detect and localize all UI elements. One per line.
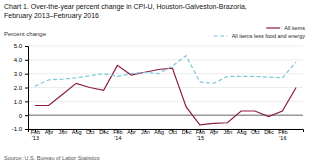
y-tick-label: 0 [19,113,23,119]
y-tick-label: 2.0 [14,85,23,91]
x-tick-label: Feb'13 [31,129,40,141]
y-axis-line [25,47,29,130]
y-tick: 0 [19,113,28,119]
y-tick-mark [25,46,28,47]
chart: Chart 1. Over-the-year percent change in… [0,0,309,163]
x-tick-label: Jun [58,129,67,135]
x-tick: Apr [210,129,219,135]
y-tick-mark [25,74,28,75]
x-tick-label: Jun [223,129,232,135]
y-tick: -1.0 [12,126,28,132]
x-tick: Feb'14 [113,129,122,141]
x-tick: Aug [154,129,164,135]
grid [28,46,303,129]
y-tick-mark [25,88,28,89]
legend: All items All items less food and energy [214,25,306,39]
legend-label: All items less food and energy [232,33,306,39]
x-tick: Jun [223,129,232,135]
x-tick: Apr [45,129,54,135]
y-label: Percent change [4,31,47,37]
y-tick-label: 3.0 [14,71,23,77]
lines [35,56,296,125]
x-axis: Feb'13 Apr Jun Aug Oct Dec Feb'14 Apr Jun Aug Oct D… [29,129,304,141]
x-tick-label: Jun [141,129,150,135]
y-tick-label: 5.0 [14,43,23,49]
y-tick-label: -1.0 [12,126,23,132]
x-tick: Aug [72,129,82,135]
series-line [35,65,296,124]
x-tick-label: Feb'16 [278,129,287,141]
y-tick-label: 4.0 [14,57,23,63]
grid-line [28,46,303,47]
x-tick: Dec [99,129,109,135]
x-tick: Dec [264,129,274,135]
x-tick-label: Apr [210,129,219,135]
x-tick-label: Dec [182,129,192,135]
x-tick-label: Dec [264,129,274,135]
legend-item: All items less food and energy [214,33,306,39]
y-tick-mark [25,129,28,130]
plot: -1.0 0 1.0 2.0 3.0 4.0 5.0 Feb'13 Apr Jun Aug Oct De… [12,43,304,140]
x-tick: Feb'15 [196,129,205,141]
grid-line [28,115,303,116]
grid-line [28,101,303,102]
y-axis: -1.0 0 1.0 2.0 3.0 4.0 5.0 [12,43,29,132]
y-tick-mark [25,60,28,61]
x-tick-label: Oct [169,129,178,135]
subtitle: February 2013–February 2016 [4,12,99,20]
title: Chart 1. Over-the-year percent change in… [4,3,247,11]
x-tick-label: Oct [251,129,260,135]
legend-swatch [214,35,228,36]
x-tick-label: Apr [127,129,136,135]
x-tick: Aug [237,129,247,135]
x-tick-label: Dec [99,129,109,135]
legend-label: All items [284,25,305,31]
x-axis-line [29,130,304,133]
y-tick-mark [25,115,28,116]
y-tick: 2.0 [14,85,28,91]
grid-line [28,73,303,74]
x-tick-label: Oct [86,129,95,135]
x-tick-label: Aug [154,129,164,135]
grid-line [28,59,303,60]
y-tick-label: 1.0 [14,99,23,105]
x-tick: Feb'13 [31,129,40,141]
legend-item: All items [266,25,305,31]
source: Source: U.S. Bureau of Labor Statistics [4,155,100,161]
x-tick-label: Apr [45,129,54,135]
y-tick: 5.0 [14,43,28,49]
grid-line [28,87,303,88]
x-tick: Oct [86,129,95,135]
y-tick: 3.0 [14,71,28,77]
x-tick: Apr [127,129,136,135]
y-tick-mark [25,101,28,102]
y-tick: 1.0 [14,99,28,105]
x-tick: Jun [141,129,150,135]
zero-line [28,115,303,116]
x-tick: Jun [58,129,67,135]
legend-swatch [266,27,280,28]
x-tick-label: Feb'14 [113,129,122,141]
x-tick: Feb'16 [278,129,287,141]
x-tick: Dec [182,129,192,135]
x-tick: Oct [251,129,260,135]
series-line [35,56,296,86]
x-tick-label: Aug [72,129,82,135]
x-tick: Oct [169,129,178,135]
y-tick: 4.0 [14,57,28,63]
x-tick-label: Feb'15 [196,129,205,141]
x-tick-label: Aug [237,129,247,135]
